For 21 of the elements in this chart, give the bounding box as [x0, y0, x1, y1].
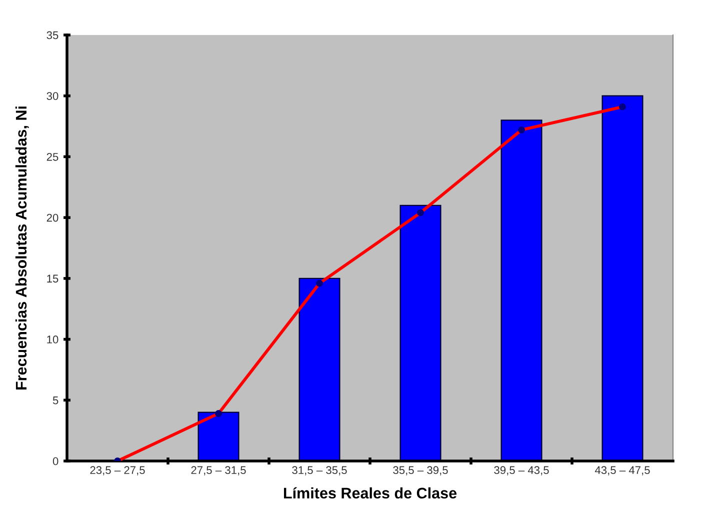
y-tick-label: 20	[46, 214, 58, 222]
x-tick-label: 23,5 – 27,5	[90, 466, 145, 476]
y-tick-label: 25	[46, 152, 58, 161]
y-tick-label: 35	[46, 31, 58, 40]
bar	[400, 204, 442, 461]
x-tick-label: 43,5 – 47,5	[594, 466, 650, 476]
x-tick-label: 31,5 – 35,5	[292, 466, 347, 476]
y-tick-label: 15	[47, 274, 58, 283]
x-tick-label: 27,5 – 31,5	[191, 466, 246, 476]
bar	[602, 95, 644, 461]
x-tick-label: 35,5 – 39,5	[393, 466, 448, 476]
bar	[198, 412, 240, 461]
x-axis-title: Límites Reales de Clase	[284, 487, 457, 499]
bar	[298, 278, 340, 461]
bar	[500, 120, 542, 461]
y-axis-title: Frecuencias Absolutas Acumuladas, Ni	[15, 106, 29, 390]
y-tick-label: 10	[47, 336, 58, 344]
y-tick-label: 0	[52, 457, 58, 466]
y-tick-label: 30	[46, 92, 58, 100]
y-tick-label: 5	[52, 396, 58, 404]
x-tick-label: 39,5 – 43,5	[494, 466, 549, 476]
